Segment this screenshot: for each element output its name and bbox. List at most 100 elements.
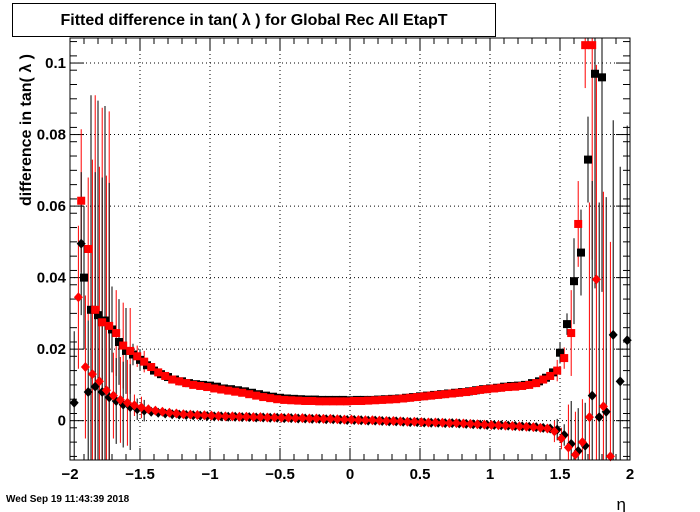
data-point-diamond [353,414,363,425]
data-point-diamond [367,415,377,426]
data-point-diamond [76,238,86,249]
data-point-square [217,385,226,394]
y-tick-label: 0 [58,413,66,430]
data-point-square [420,392,429,401]
data-point-diamond [150,405,160,416]
data-point-square [546,371,555,380]
data-point-square [591,69,599,78]
data-point-diamond [444,418,454,429]
data-point-square [115,337,123,346]
data-point-diamond [346,414,356,425]
data-point-square [577,248,585,257]
data-point-square [210,384,219,393]
data-point-square [259,393,268,402]
data-point-diamond [136,402,146,413]
y-tick-label: 0.1 [45,55,66,72]
data-point-diamond [213,411,223,422]
data-point-square [147,363,156,372]
data-point-square [231,387,240,396]
data-point-square [462,388,471,397]
data-point-diamond [143,404,153,415]
data-point-diamond [304,413,314,424]
data-point-square [497,383,506,392]
data-point-square [168,375,177,384]
data-point-diamond [283,412,293,423]
data-point-square [245,390,254,399]
data-point-diamond [388,416,398,427]
data-point-square [567,329,576,338]
data-point-diamond [514,421,524,432]
data-point-square [532,379,541,388]
data-point-square [553,366,562,375]
data-point-square [490,384,499,393]
data-point-diamond [318,413,328,424]
data-point-diamond [234,411,244,422]
data-point-diamond [206,410,216,421]
x-tick-label: −2 [61,466,78,483]
data-point-diamond [549,426,559,437]
data-point-diamond [115,394,125,405]
data-point-diamond [535,422,545,433]
data-point-square [584,155,592,164]
data-point-square [574,219,583,228]
data-point-diamond [241,411,251,422]
data-point-diamond [83,387,93,398]
y-tick-label: 0.06 [37,198,66,215]
data-point-diamond [157,406,167,417]
data-point-diamond [297,413,307,424]
data-point-square [413,393,422,402]
x-tick-label: 0.5 [410,466,431,483]
data-point-diamond [171,408,181,419]
y-tick-label: 0.04 [37,270,67,287]
x-tick-label: −1 [201,466,218,483]
data-point-square [469,386,478,395]
y-axis-title: difference in tan( λ ) [18,54,35,206]
data-point-diamond [255,412,265,423]
data-point-square [455,388,464,397]
data-point-diamond [199,410,209,421]
data-point-square [238,388,247,397]
title-box: Fitted difference in tan( λ ) for Global… [12,3,496,37]
data-point-diamond [269,412,279,423]
data-point-diamond [94,376,104,387]
data-point-square [308,396,317,405]
data-point-diamond [507,421,517,432]
data-point-diamond [227,411,237,422]
data-point-square [598,73,606,82]
data-point-square [252,391,261,400]
data-point-square [441,390,450,399]
data-point-diamond [178,409,188,420]
x-tick-label: 2 [626,466,634,483]
data-point-square [87,305,95,314]
data-point-square [77,196,86,205]
data-point-diamond [605,451,615,462]
data-point-diamond [584,412,594,423]
x-tick-label: 1.5 [550,466,571,483]
data-point-square [224,386,233,395]
data-point-diamond [472,419,482,430]
data-point-square [563,320,571,329]
data-point-square [280,395,289,404]
data-point-diamond [220,411,230,422]
data-point-diamond [423,417,433,428]
data-point-diamond [622,335,632,346]
data-point-diamond [500,420,510,431]
data-point-diamond [409,416,419,427]
data-point-diamond [90,381,100,392]
data-point-square [483,385,492,394]
data-point-diamond [87,369,97,380]
data-point-diamond [493,420,503,431]
data-point-square [154,368,163,377]
data-point-square [392,395,401,404]
data-point-diamond [608,329,618,340]
y-tick-label: 0.02 [37,341,66,358]
data-point-square [161,371,170,380]
data-point-diamond [587,390,597,401]
data-point-diamond [430,417,440,428]
data-point-diamond [129,400,139,411]
data-point-diamond [615,376,625,387]
plot-frame [69,37,631,461]
data-point-square [343,397,352,406]
